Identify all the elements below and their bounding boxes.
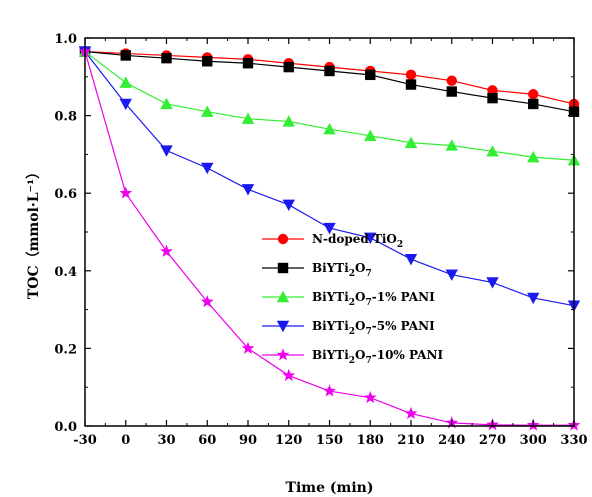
x-tick-label: 0: [121, 433, 130, 448]
legend-marker: [276, 348, 290, 361]
data-point: [201, 162, 214, 175]
data-point: [324, 65, 335, 77]
data-point: [405, 69, 417, 81]
legend-label: BiYTi2O7-1% PANI: [312, 290, 435, 308]
series-line: [84, 50, 575, 105]
data-point: [445, 139, 458, 151]
series-4: [78, 46, 581, 312]
data-point: [202, 56, 213, 67]
data-point: [282, 115, 295, 127]
data-point: [445, 269, 458, 281]
data-point: [363, 390, 377, 404]
x-tick-label: 30: [157, 433, 175, 448]
data-point: [282, 368, 296, 381]
data-point: [119, 76, 132, 88]
data-point: [446, 86, 457, 97]
data-point: [446, 75, 457, 86]
legend-marker: [277, 233, 289, 245]
legend-label: N-doped TiO2: [312, 232, 403, 250]
x-tick-label: 300: [520, 433, 547, 448]
legend-marker: [276, 320, 290, 333]
series-3: [78, 45, 581, 166]
y-tick-label: 0.4: [54, 265, 77, 280]
legend-item-4: BiYTi2O7-5% PANI: [262, 319, 435, 337]
data-point: [364, 129, 377, 141]
data-point: [404, 406, 418, 419]
data-point: [405, 79, 417, 90]
x-tick-label: 120: [275, 433, 302, 448]
x-tick-label: 60: [198, 433, 216, 448]
data-point: [201, 105, 214, 117]
data-point: [160, 145, 173, 157]
y-tick-label: 1.0: [54, 32, 77, 47]
legend-marker: [277, 262, 289, 274]
ticks-layer: -30 0 30 60 90 120 150 180 210 240 270 300 330 0.0 0.2…: [54, 32, 587, 448]
data-point: [528, 98, 539, 110]
series-line: [84, 50, 575, 113]
data-point: [487, 92, 498, 104]
data-point: [404, 136, 418, 148]
x-tick-label: 180: [357, 433, 384, 448]
data-point: [404, 253, 418, 266]
data-point: [365, 69, 376, 81]
series-2: [79, 46, 580, 117]
data-point: [527, 292, 540, 305]
data-point: [241, 341, 255, 354]
x-tick-label: 90: [239, 433, 257, 448]
x-tick-label: -30: [73, 433, 97, 448]
data-point: [160, 244, 173, 257]
data-point: [241, 184, 255, 196]
legend-label: BiYTi2O7-10% PANI: [312, 348, 443, 366]
data-point: [119, 98, 132, 111]
x-tick-label: 270: [479, 433, 506, 448]
legend-item-1: N-doped TiO2: [262, 232, 403, 250]
data-point: [323, 384, 336, 397]
x-tick-label: 240: [438, 433, 465, 448]
data-point: [364, 232, 377, 245]
legend-label: BiYTi2O7-5% PANI: [312, 319, 435, 337]
y-tick-label: 0.0: [54, 420, 77, 435]
data-point: [283, 61, 294, 73]
x-tick-label: 330: [560, 433, 587, 448]
data-point: [241, 112, 255, 124]
legend-item-5: BiYTi2O7-10% PANI: [262, 348, 443, 366]
legend: N-doped TiO2 BiYTi2O7 BiYTi2O7-1% PANI BiYT…: [262, 232, 443, 366]
legend-item-3: BiYTi2O7-1% PANI: [262, 290, 435, 308]
data-point: [161, 52, 172, 64]
data-point: [323, 122, 336, 135]
x-axis-title: Time (min): [286, 480, 374, 496]
data-point: [242, 58, 254, 69]
data-point: [486, 277, 499, 289]
x-tick-label: 150: [316, 433, 343, 448]
data-point: [160, 97, 173, 110]
data-point: [120, 50, 131, 61]
data-point: [282, 199, 295, 212]
y-tick-label: 0.6: [54, 187, 77, 202]
y-tick-label: 0.2: [54, 342, 77, 357]
data-point: [323, 222, 336, 235]
legend-marker: [276, 290, 290, 303]
y-axis-title: TOC（mmol·L⁻¹）: [26, 165, 42, 299]
legend-label: BiYTi2O7: [312, 261, 372, 279]
legend-item-2: BiYTi2O7: [262, 261, 372, 279]
data-point: [486, 145, 499, 157]
data-point: [119, 186, 133, 199]
x-tick-label: 210: [397, 433, 424, 448]
y-tick-label: 0.8: [54, 110, 77, 125]
data-point: [528, 89, 539, 100]
data-point: [527, 150, 540, 163]
data-point: [200, 295, 214, 308]
